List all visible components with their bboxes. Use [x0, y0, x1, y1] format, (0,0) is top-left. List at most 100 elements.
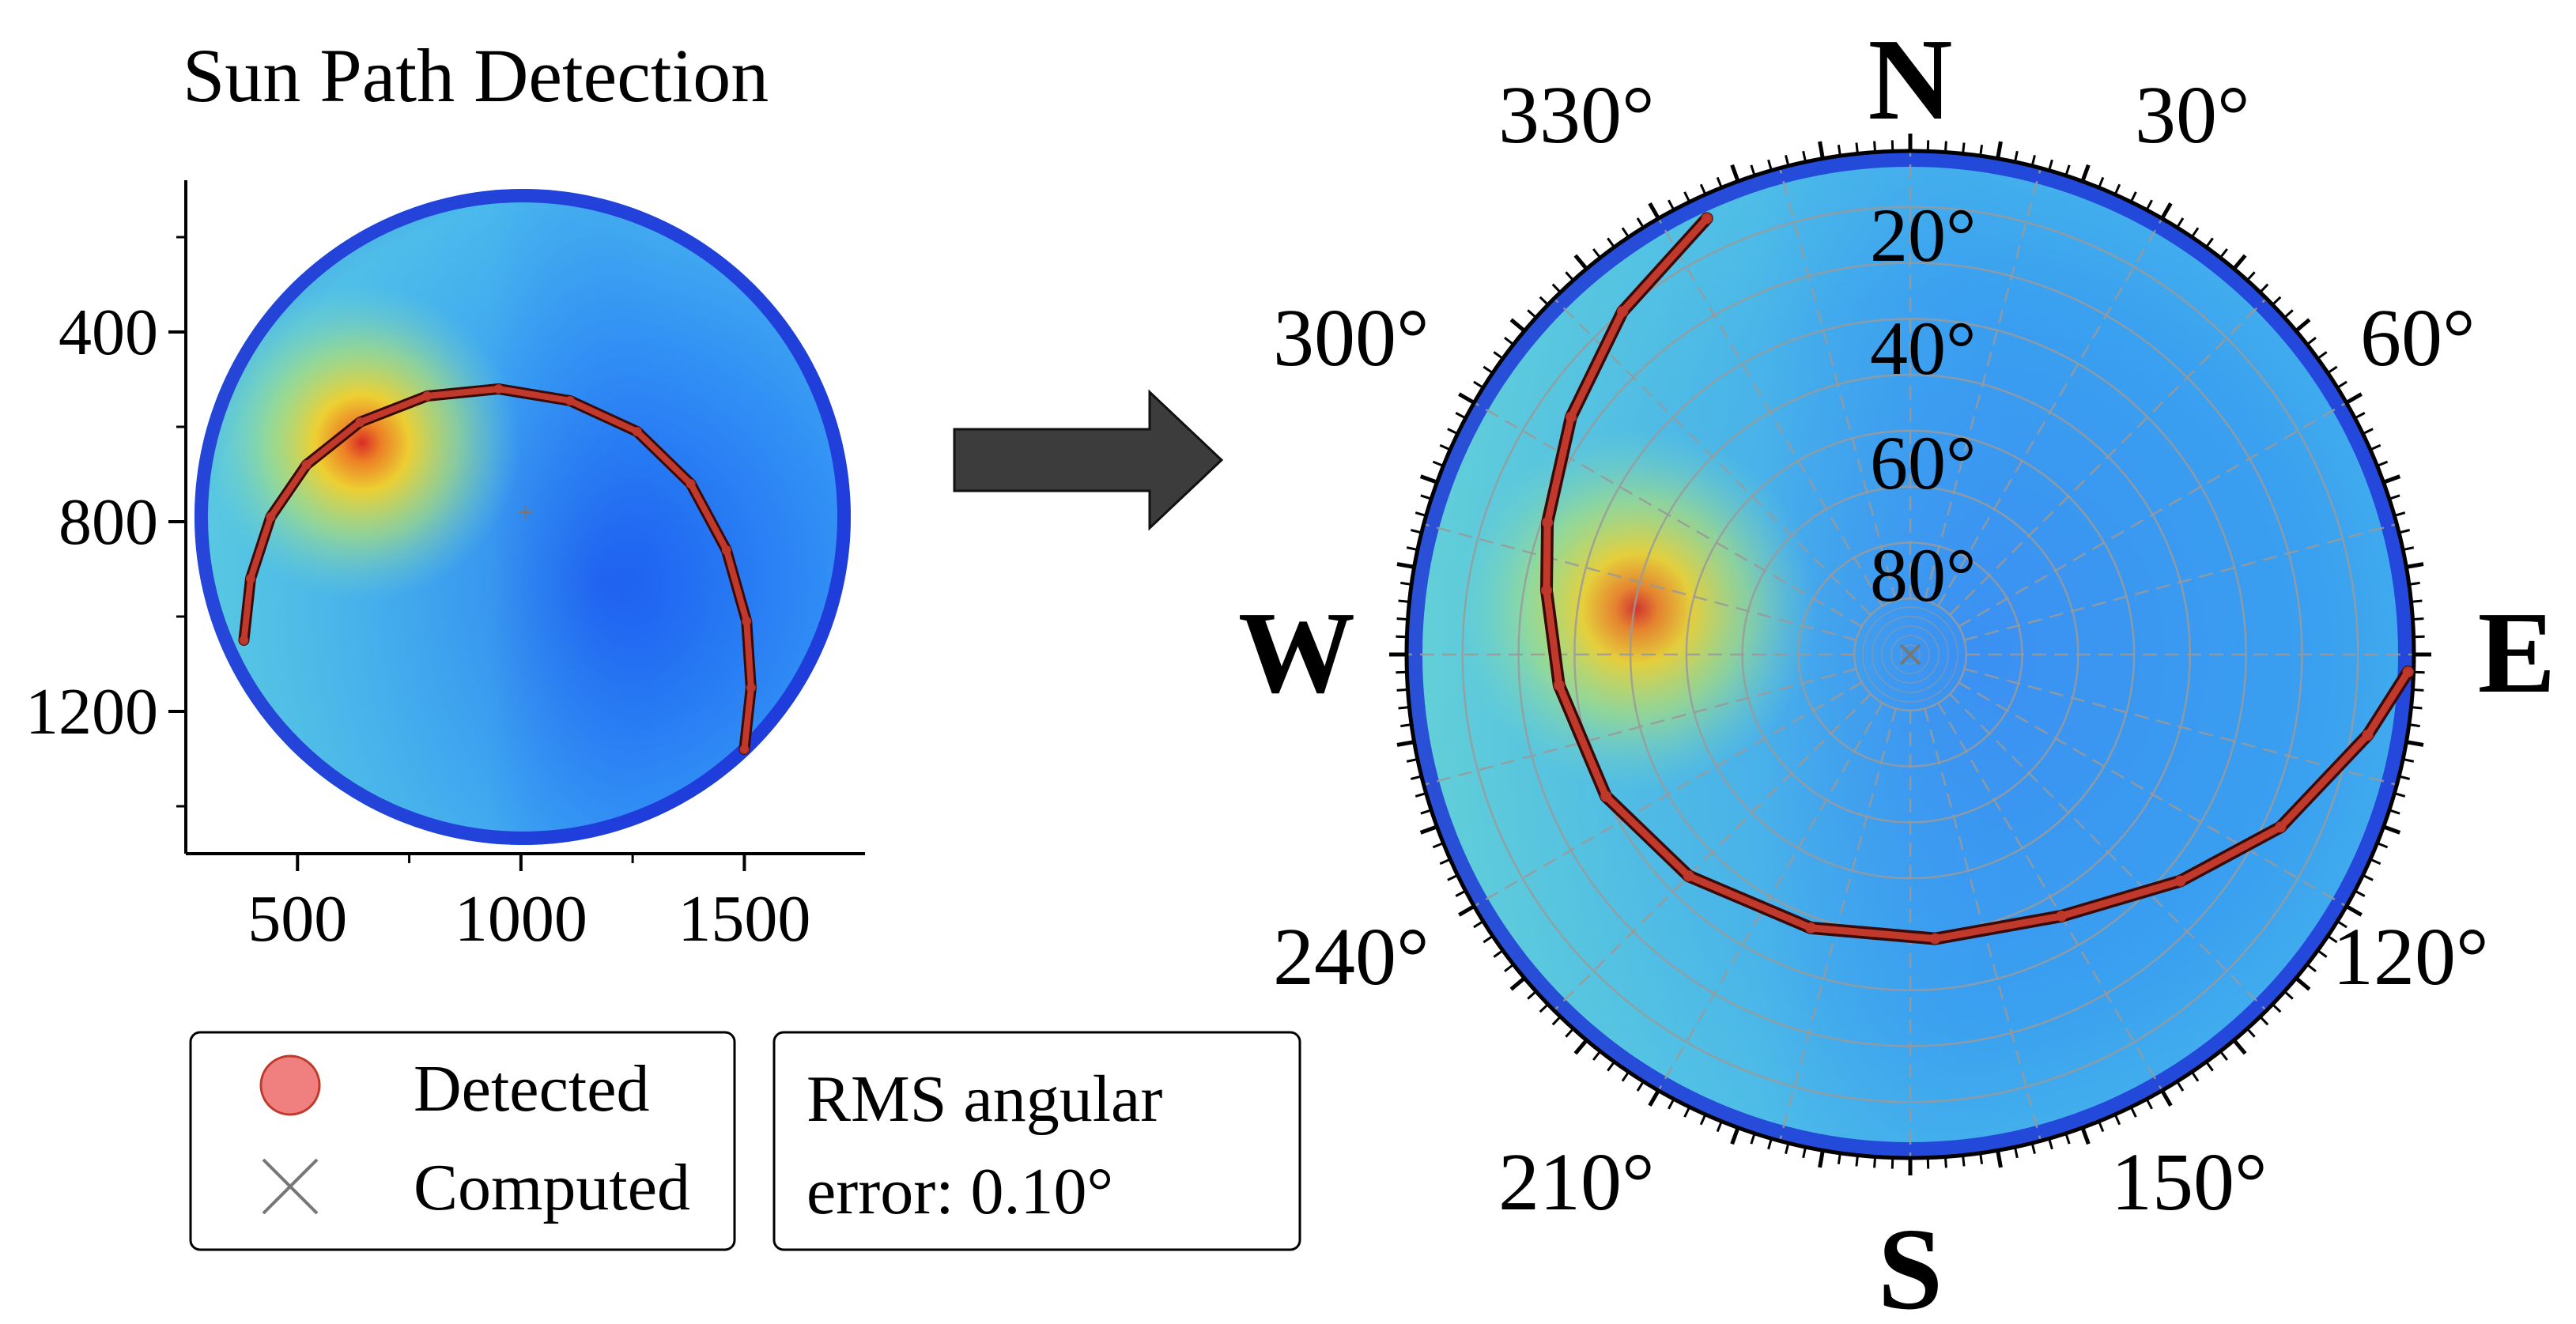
left-detected-path-line [240, 386, 754, 753]
azimuth-tick [2370, 858, 2381, 866]
left-detected-point [493, 384, 504, 394]
azimuth-tick [2389, 494, 2400, 500]
azimuth-tick [1493, 351, 1504, 360]
azimuth-spoke [1948, 692, 2268, 1012]
rms-error-line1: RMS angular [806, 1062, 1162, 1136]
azimuth-tick [2272, 296, 2282, 306]
azimuth-tick [2393, 511, 2406, 517]
right-detected-point [1701, 213, 1713, 224]
rms-error-box [772, 1031, 1301, 1251]
azimuth-tick [1420, 494, 1432, 500]
azimuth-tick [1504, 337, 1514, 346]
azimuth-tick [1432, 842, 1444, 849]
azimuth-tick [2232, 1039, 2247, 1055]
azimuth-tick [1504, 963, 1514, 972]
azimuth-tick [2405, 562, 2424, 569]
azimuth-tick [1573, 1039, 1588, 1055]
azimuth-tick [1636, 217, 1645, 228]
azimuth-tick [2232, 254, 2247, 270]
azimuth-tick [1419, 824, 1438, 835]
azimuth-tick [1396, 688, 1408, 692]
azimuth-tick [1473, 920, 1484, 929]
azimuth-label-330: 330° [1498, 70, 1655, 160]
azimuth-tick [1396, 562, 1415, 569]
azimuth-tick [1483, 365, 1494, 375]
azimuth-tick [2402, 757, 2415, 763]
azimuth-tick [1410, 529, 1422, 534]
azimuth-tick [2219, 1051, 2228, 1061]
y-tick-label: 800 [59, 485, 158, 559]
azimuth-tick [1750, 1133, 1756, 1145]
azimuth-tick [2160, 1089, 2173, 1107]
azimuth-tick [2408, 723, 2420, 728]
azimuth-tick [1410, 775, 1422, 780]
azimuth-tick [2412, 617, 2424, 621]
right-detected-point [2362, 730, 2374, 741]
azimuth-tick [1527, 309, 1537, 319]
azimuth-tick [1979, 145, 1984, 157]
azimuth-tick [2317, 351, 2328, 360]
azimuth-tick [1592, 1051, 1602, 1061]
azimuth-spoke [1963, 667, 2397, 786]
left-computed-center-marker [518, 505, 533, 519]
left-detected-point [742, 617, 752, 626]
azimuth-tick [2064, 1133, 2071, 1145]
left-detected-point [301, 460, 312, 470]
azimuth-tick [2080, 164, 2091, 183]
azimuth-tick [2113, 183, 2121, 195]
right-detected-point [2174, 875, 2186, 887]
azimuth-tick [1400, 723, 1412, 728]
inner-ring [1900, 644, 1921, 665]
left-detected-point [266, 512, 276, 522]
azimuth-tick [1551, 1016, 1562, 1026]
right-arrow-shape [953, 389, 1224, 531]
azimuth-tick [1699, 1114, 1707, 1126]
azimuth-tick [1419, 474, 1438, 485]
azimuth-spoke [1473, 681, 1864, 907]
azimuth-tick [1509, 318, 1526, 333]
azimuth-spoke [1553, 297, 1872, 617]
azimuth-tick [1458, 392, 1475, 405]
left-sky-image [195, 189, 851, 845]
azimuth-label-150: 150° [2111, 1137, 2268, 1228]
left-detected-point [739, 745, 750, 754]
azimuth-tick [1565, 271, 1574, 281]
azimuth-tick [2013, 1146, 2019, 1159]
azimuth-tick [1458, 904, 1475, 917]
azimuth-tick [2327, 365, 2338, 375]
right-detected-point [1553, 679, 1565, 691]
azimuth-tick [2408, 581, 2420, 586]
azimuth-tick [1592, 248, 1602, 258]
azimuth-tick [2345, 904, 2363, 917]
azimuth-tick [2160, 202, 2173, 220]
azimuth-tick [1683, 191, 1691, 203]
azimuth-tick [2283, 309, 2294, 319]
azimuth-tick [1398, 706, 1410, 710]
azimuth-tick [2362, 428, 2374, 436]
azimuth-tick [2370, 443, 2381, 451]
azimuth-tick [2013, 150, 2019, 163]
polar-border-ticks [1389, 134, 2431, 1175]
azimuth-tick [2306, 963, 2317, 972]
azimuth-tick [1527, 990, 1537, 1000]
azimuth-tick [1447, 428, 1459, 436]
azimuth-tick [1607, 1061, 1615, 1072]
compass-n: N [1868, 15, 1953, 145]
azimuth-tick [2129, 191, 2137, 203]
azimuth-label-60: 60° [2360, 292, 2476, 383]
x-tick-label: 500 [247, 882, 347, 956]
azimuth-spoke [1957, 402, 2347, 628]
compass-s: S [1878, 1205, 1943, 1324]
azimuth-tick [2411, 706, 2423, 710]
right-detected-point [1805, 922, 1817, 934]
azimuth-tick [1396, 617, 1408, 621]
azimuth-tick [1607, 237, 1615, 248]
azimuth-tick [2402, 546, 2415, 552]
azimuth-tick [1767, 159, 1773, 172]
right-detected-point [1617, 306, 1629, 318]
right-detected-point [1600, 790, 1612, 802]
azimuth-tick [1473, 380, 1484, 389]
azimuth-spoke [1423, 522, 1857, 642]
azimuth-label-30: 30° [2135, 70, 2250, 160]
